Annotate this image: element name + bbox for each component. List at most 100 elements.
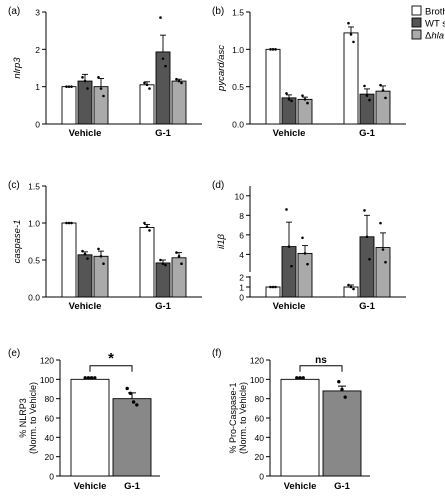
bar (171, 257, 187, 298)
data-point (368, 257, 371, 261)
bar (155, 262, 171, 298)
y-tick-label: 1.5 (28, 182, 40, 192)
y-tick-label: 2 (35, 45, 40, 55)
data-point (271, 48, 275, 51)
bar (112, 398, 152, 477)
data-point (128, 391, 133, 395)
panel-label: (e) (8, 348, 20, 359)
panel-label: (d) (212, 180, 224, 191)
data-point (379, 221, 382, 225)
bar (281, 246, 297, 298)
data-point (274, 48, 277, 51)
panel-1: (b) 0.0 0.5 1.0 1.5 pycard/asc Vehicle G-1 (212, 6, 406, 139)
bar (297, 98, 313, 125)
legend-label: Δhla supe (425, 31, 445, 42)
data-point (180, 262, 183, 266)
data-point (65, 85, 68, 88)
data-point (177, 79, 181, 83)
x-category-label: Vehicle (74, 481, 107, 492)
y-tick-label: 0 (239, 293, 244, 303)
data-point (148, 87, 151, 90)
data-point (164, 263, 167, 267)
y-tick-label: 0.0 (232, 120, 244, 130)
panel-2: (c) 0.0 0.5 1.0 1.5 caspase-1 Vehicle G-1 (8, 180, 202, 312)
y-tick-label: 40 (255, 433, 265, 443)
y-tick-label: 1 (35, 82, 40, 92)
y-axis-label-2: (Norm. to Vehicle) (28, 382, 38, 454)
data-point (340, 387, 344, 392)
bar (93, 255, 109, 298)
data-point (159, 258, 162, 262)
data-point (368, 98, 371, 102)
bar (77, 254, 93, 298)
y-tick-label: 1.5 (232, 8, 244, 18)
y-axis-label-2: (Norm. to Vehicle) (238, 382, 248, 454)
bar (93, 86, 109, 125)
y-axis-label: il1β (216, 233, 227, 249)
data-point (145, 83, 149, 87)
data-point (363, 84, 366, 88)
y-tick-label: 80 (255, 394, 265, 404)
legend: BrothWT supeΔhla supe (411, 5, 445, 42)
legend-swatch (411, 5, 422, 16)
x-category-label: G-1 (334, 481, 351, 492)
y-tick-label: 3 (35, 8, 40, 18)
data-point (271, 285, 275, 289)
y-tick-label: 0 (259, 472, 264, 482)
bar (280, 378, 320, 477)
bar (322, 390, 362, 477)
legend-label: WT supe (425, 19, 445, 30)
y-tick-label: 0 (49, 472, 54, 482)
data-point (363, 209, 366, 212)
y-tick-label: 40 (45, 433, 55, 443)
data-point (349, 285, 353, 289)
y-tick-label: 60 (45, 414, 55, 424)
y-tick-label: 120 (250, 356, 264, 366)
y-tick-label: 100 (40, 375, 54, 385)
legend-label-prefix: Δ (425, 31, 432, 42)
data-point (177, 254, 181, 258)
data-point (135, 403, 139, 407)
data-point (102, 262, 105, 266)
data-point (303, 252, 307, 255)
bar (265, 286, 281, 298)
panel-label: (b) (212, 6, 224, 17)
panel-0: (a) 0 1 2 3 nlrp3 Vehicle G-1 (8, 6, 202, 139)
y-tick-label: 0.5 (232, 82, 244, 92)
y-tick-label: 100 (250, 375, 264, 385)
data-point (306, 262, 309, 266)
x-category-label: G-1 (124, 481, 141, 492)
data-point (161, 262, 165, 266)
data-point (381, 248, 385, 251)
y-tick-label: 10 (235, 191, 245, 201)
x-category-label: G-1 (155, 301, 172, 312)
x-category-label: G-1 (359, 301, 376, 312)
data-point (269, 48, 272, 51)
bar (139, 226, 155, 298)
bar (61, 222, 77, 298)
data-point (347, 21, 350, 25)
data-point (67, 85, 71, 88)
bar (343, 286, 359, 298)
data-point (352, 40, 355, 44)
significance-bracket (299, 365, 343, 372)
significance-label: ns (315, 355, 327, 366)
bar (61, 86, 77, 125)
data-point (301, 94, 304, 97)
panel-label: (f) (212, 348, 221, 359)
y-tick-label: 6 (239, 230, 244, 240)
data-point (97, 247, 100, 251)
data-point (180, 81, 183, 85)
data-point (274, 285, 277, 289)
y-tick-label: 1.0 (28, 219, 40, 229)
x-category-label: Vehicle (69, 128, 102, 139)
data-point (102, 94, 105, 98)
y-tick-label: 4 (239, 250, 244, 260)
legend-swatch (411, 29, 422, 40)
data-point (131, 400, 136, 404)
data-point (175, 251, 178, 254)
y-tick-label: 120 (40, 356, 54, 366)
x-category-label: Vehicle (284, 481, 317, 492)
data-point (86, 376, 91, 380)
data-point (145, 225, 149, 228)
